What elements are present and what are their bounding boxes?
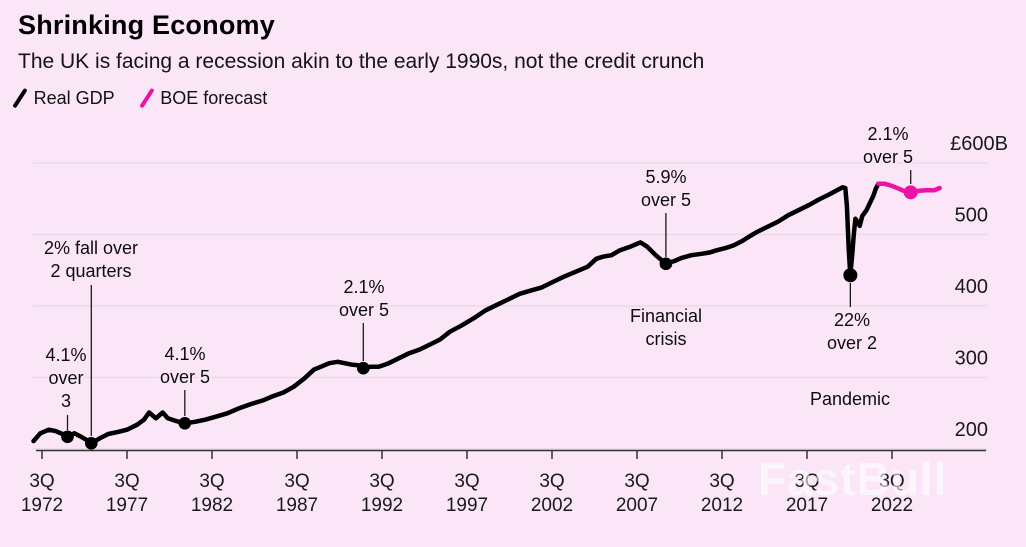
x-axis-label: 3Q — [199, 471, 224, 492]
x-axis-label: 1977 — [106, 495, 148, 516]
x-axis-label: 3Q — [369, 471, 394, 492]
x-axis-label: 3Q — [114, 471, 139, 492]
data-point-marker — [85, 436, 98, 450]
data-point-marker — [178, 416, 192, 430]
annotation-text: 2.1% — [867, 124, 908, 144]
data-point-marker — [61, 430, 74, 444]
chart-subtitle: The UK is facing a recession akin to the… — [18, 50, 705, 73]
x-axis-label: 3Q — [284, 471, 309, 492]
annotation-text: 4.1% — [164, 344, 205, 364]
data-point-marker — [357, 361, 370, 375]
annotation-text: over — [48, 368, 83, 388]
y-axis-labels: £600B 500 400 300 200 — [950, 133, 1008, 441]
x-axis-label: 1972 — [21, 495, 63, 516]
x-axis-label: 2007 — [616, 495, 658, 516]
annotation-text: over 5 — [641, 190, 691, 210]
annotation-text: Financial — [630, 306, 702, 326]
chart-title: Shrinking Economy — [18, 10, 275, 40]
x-axis-label: 3Q — [454, 471, 479, 492]
legend: Real GDP BOE forecast — [12, 87, 1008, 109]
annotation-text: crisis — [646, 329, 687, 349]
annotation-text: 2.1% — [343, 277, 384, 297]
y-axis-label: 300 — [955, 348, 988, 370]
watermark: FastBull — [758, 453, 948, 505]
annotation-text: over 5 — [863, 147, 913, 167]
annotation-text: 2 quarters — [50, 261, 131, 281]
x-axis-label: 2017 — [786, 495, 828, 516]
legend-item-boe-forecast: BOE forecast — [138, 87, 268, 109]
x-axis-label: 2022 — [871, 495, 913, 516]
x-axis-label: 1982 — [191, 495, 233, 516]
annotation-text: 5.9% — [645, 167, 686, 187]
y-axis-label: 200 — [955, 419, 988, 441]
gridlines — [33, 162, 987, 450]
y-axis-label: 500 — [955, 205, 988, 227]
annotation-text: over 5 — [339, 300, 389, 320]
x-axis-label: 3Q — [709, 471, 734, 492]
annotation-text: 22% — [834, 310, 870, 330]
x-axis-label: 2002 — [531, 495, 573, 516]
x-axis-label: 1987 — [276, 495, 318, 516]
annotations: 4.1% over 3 2% fall over 2 quarters 4.1% over … — [42, 122, 918, 450]
x-axis-label: 3Q — [539, 471, 564, 492]
annotation-text: Pandemic — [810, 389, 890, 409]
annotation-text: over 2 — [827, 333, 877, 353]
y-axis-label: £600B — [950, 133, 1008, 155]
x-axis-label: 3Q — [879, 471, 904, 492]
annotation-text: over 5 — [160, 367, 210, 387]
x-axis-label: 3Q — [794, 471, 819, 492]
legend-item-real-gdp: Real GDP — [12, 87, 115, 109]
x-axis-label: 3Q — [624, 471, 649, 492]
legend-label-real-gdp: Real GDP — [33, 87, 115, 108]
legend-label-boe-forecast: BOE forecast — [160, 87, 268, 108]
real-gdp-line — [31, 181, 881, 446]
annotation-text: 4.1% — [45, 345, 86, 365]
x-axis-label: 2012 — [701, 495, 743, 516]
boe-forecast-line-icon — [138, 87, 154, 109]
data-point-marker — [843, 268, 858, 283]
chart-header: Shrinking Economy The UK is facing a rec… — [12, 10, 1008, 109]
x-axis: 3Q 1972 3Q 1977 3Q 1982 3Q 1987 3Q 1992 3Q 1997 3Q 20… — [21, 449, 986, 516]
data-point-marker — [903, 185, 918, 200]
x-axis-label: 1992 — [361, 495, 403, 516]
data-point-marker — [659, 257, 673, 271]
x-axis-label: 1997 — [446, 495, 488, 516]
annotation-text: 3 — [61, 391, 71, 411]
y-axis-label: 400 — [955, 276, 988, 298]
x-axis-label: 3Q — [29, 471, 54, 492]
annotation-text: 2% fall over — [44, 238, 138, 258]
